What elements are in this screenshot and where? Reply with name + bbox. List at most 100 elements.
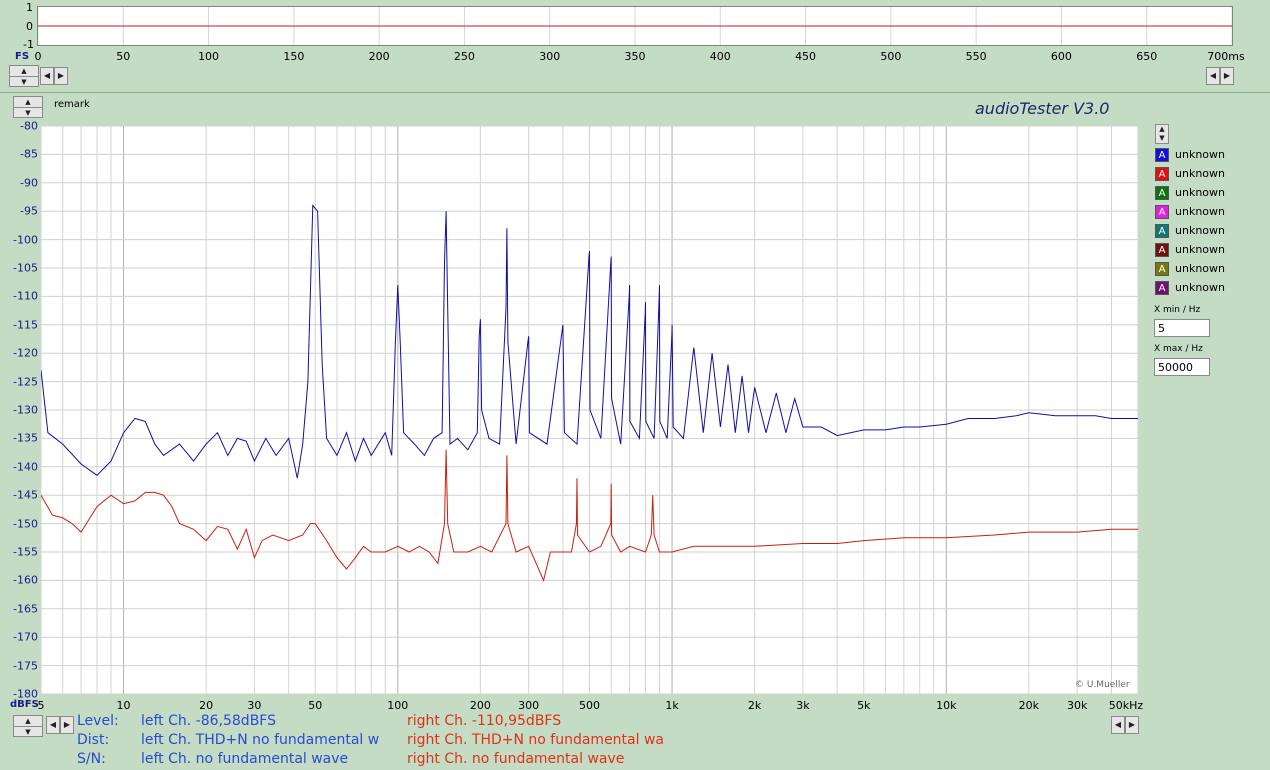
scope-x-tick-label: 650 [1136, 50, 1158, 63]
legend-swatch[interactable]: A [1155, 281, 1169, 295]
scope-x-tick-label: 100 [198, 50, 220, 63]
y-tick-label: -80 [20, 119, 38, 133]
y-unit-label: dBFS [10, 699, 39, 710]
x-tick-label: 10k [936, 699, 957, 712]
freq-right-button[interactable]: ▶ [60, 716, 74, 734]
y-tick-label: -175 [13, 659, 38, 673]
y-tick-label: -90 [20, 176, 38, 190]
legend-spinner[interactable]: ▲ ▼ [1155, 124, 1169, 144]
spectrum-chart [40, 125, 1139, 695]
fs-label: FS [15, 51, 30, 62]
legend-swatch[interactable]: A [1155, 262, 1169, 276]
y-tick-label: -155 [13, 545, 38, 559]
scope-x-tick-label: 250 [453, 50, 475, 63]
sn-row-label: S/N: [77, 751, 106, 767]
spin-down-icon[interactable]: ▼ [21, 78, 27, 86]
spin-up-icon[interactable]: ▲ [10, 66, 38, 77]
legend-label: unknown [1175, 205, 1225, 218]
scope-x-tick-label: 50 [116, 50, 131, 63]
x-tick-label: 2k [747, 699, 762, 712]
scope-y-label-mid: 0 [26, 20, 33, 33]
series-line-left [40, 204, 1138, 479]
y-tick-label: -150 [13, 517, 38, 531]
dist-row-label: Dist: [77, 732, 110, 748]
right-sn-value: right Ch. no fundamental wave [407, 751, 625, 767]
legend-swatch[interactable]: A [1155, 186, 1169, 200]
freq-max-right-button[interactable]: ▶ [1125, 716, 1139, 734]
scope-y-label-top: 1 [26, 1, 33, 14]
scope-x-tick-label: 150 [283, 50, 305, 63]
arrow-right-icon: ▶ [57, 71, 65, 80]
x-tick-label: 500 [579, 699, 600, 712]
scope-right-button[interactable]: ▶ [54, 67, 68, 85]
spin-up-icon[interactable]: ▲ [14, 97, 42, 108]
scope-time-right-button[interactable]: ▶ [1220, 67, 1234, 85]
arrow-left-icon: ◀ [43, 71, 51, 80]
scope-x-tick-label: 700ms [1207, 50, 1245, 63]
right-dist-value: right Ch. THD+N no fundamental wa [407, 732, 664, 748]
x-tick-label: 50 [308, 699, 323, 712]
y-tick-label: -140 [13, 460, 38, 474]
level-row-label: Level: [77, 713, 119, 729]
legend-label: unknown [1175, 243, 1225, 256]
y-tick-label: -125 [13, 375, 38, 389]
scope-x-tick-label: 300 [539, 50, 561, 63]
left-dist-value: left Ch. THD+N no fundamental w [141, 732, 380, 748]
scope-x-tick-label: 0 [34, 50, 42, 63]
xmin-input[interactable] [1154, 319, 1210, 337]
copyright-label: © U.Mueller [1075, 680, 1130, 690]
series-line-right [40, 449, 1138, 582]
y-tick-label: -130 [13, 403, 38, 417]
y-tick-label: -145 [13, 488, 38, 502]
y-tick-label: -180 [13, 687, 38, 701]
arrow-left-icon: ◀ [49, 720, 57, 729]
grid [40, 125, 1139, 695]
y-tick-label: -160 [13, 573, 38, 587]
arrow-right-icon: ▶ [1128, 720, 1136, 729]
legend-label: unknown [1175, 281, 1225, 294]
arrow-left-icon: ◀ [1209, 71, 1217, 80]
legend-label: unknown [1175, 262, 1225, 275]
x-tick-label: 30 [247, 699, 262, 712]
y-tick-label: -110 [13, 289, 38, 303]
x-tick-label: 1k [665, 699, 679, 712]
x-tick-label: 200 [469, 699, 491, 712]
legend-swatch[interactable]: A [1155, 167, 1169, 181]
xmax-input[interactable] [1154, 358, 1210, 376]
legend-swatch[interactable]: A [1155, 224, 1169, 238]
freq-max-left-button[interactable]: ◀ [1111, 716, 1125, 734]
panel-divider [0, 92, 1270, 93]
spin-up-icon[interactable]: ▲ [14, 716, 42, 727]
spin-down-icon[interactable]: ▼ [25, 109, 31, 117]
xmin-label: X min / Hz [1154, 305, 1201, 315]
scope-amplitude-spinner[interactable]: ▲ ▼ [9, 65, 39, 87]
freq-left-button[interactable]: ◀ [46, 716, 60, 734]
x-tick-label: 100 [387, 699, 409, 712]
x-tick-label: 10 [116, 699, 131, 712]
x-tick-label: 300 [518, 699, 540, 712]
y-tick-label: -120 [13, 346, 38, 360]
xmax-label: X max / Hz [1154, 344, 1203, 354]
scope-time-left-button[interactable]: ◀ [1206, 67, 1220, 85]
y-tick-label: -165 [13, 602, 38, 616]
remark-spinner[interactable]: ▲ ▼ [13, 96, 43, 118]
scope-left-button[interactable]: ◀ [40, 67, 54, 85]
scope-x-tick-label: 200 [368, 50, 390, 63]
legend-label: unknown [1175, 148, 1225, 161]
arrow-right-icon: ▶ [1223, 71, 1231, 80]
legend-swatch[interactable]: A [1155, 205, 1169, 219]
legend-swatch[interactable]: A [1155, 148, 1169, 162]
x-tick-label: 50kHz [1108, 699, 1144, 712]
spin-down-icon[interactable]: ▼ [25, 728, 31, 736]
legend-swatch[interactable]: A [1155, 243, 1169, 257]
level-spinner[interactable]: ▲ ▼ [13, 715, 43, 737]
scope-x-tick-label: 550 [965, 50, 987, 63]
